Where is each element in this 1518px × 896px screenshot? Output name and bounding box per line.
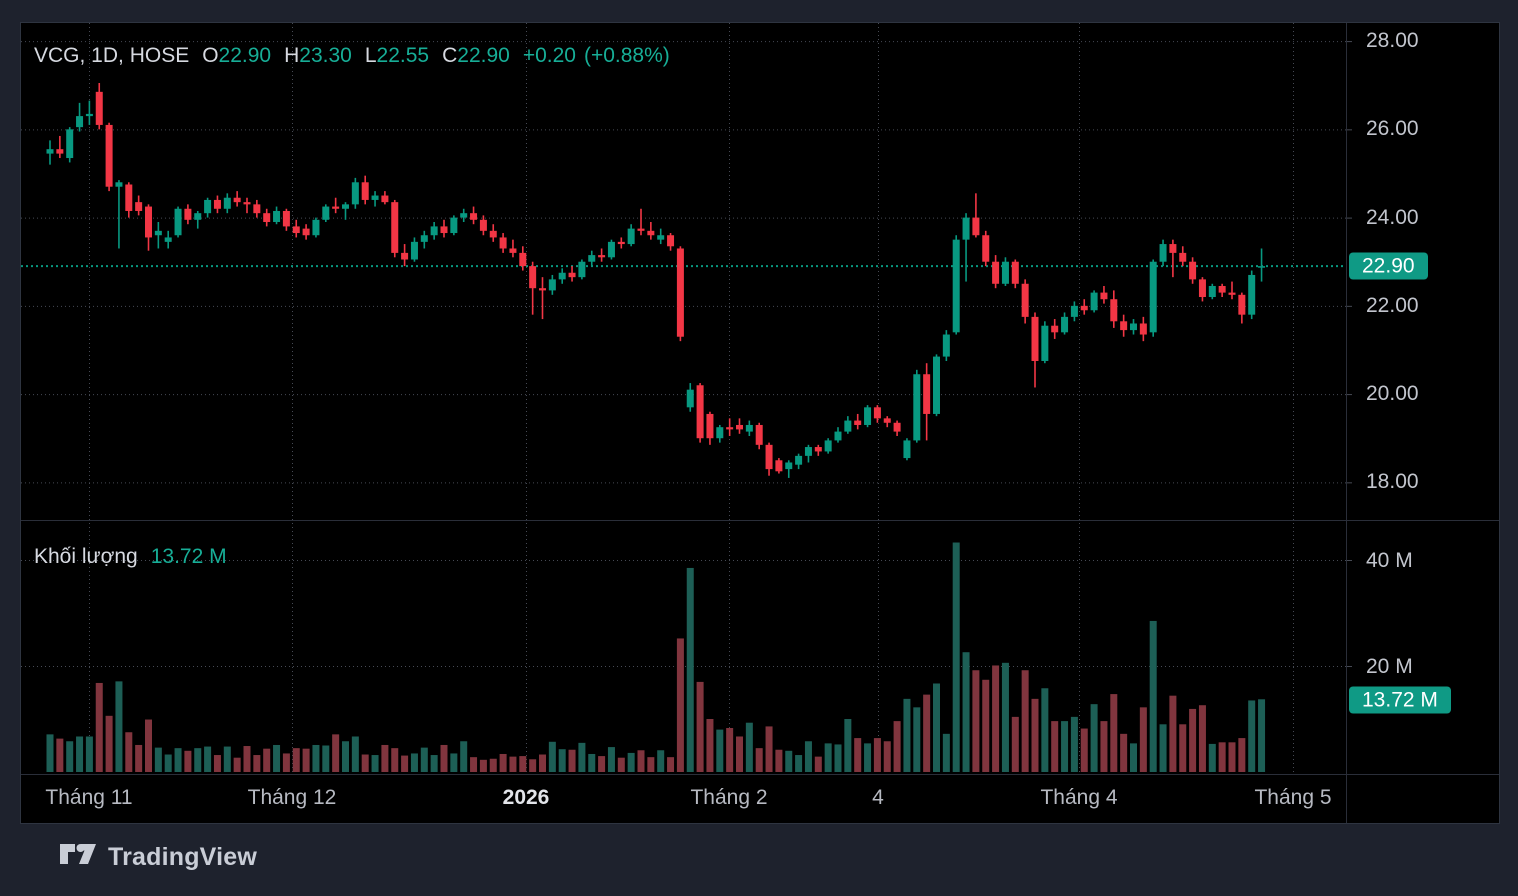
time-tick-label-year: 2026 bbox=[502, 786, 550, 809]
change-value: +0.20 bbox=[522, 44, 576, 67]
close-value: C22.90 bbox=[442, 44, 510, 67]
time-tick-label: Tháng 5 bbox=[1254, 786, 1332, 809]
tradingview-logo-text: TradingView bbox=[108, 843, 258, 871]
price-tick-label: 26.00 bbox=[1366, 117, 1419, 140]
price-tick-label: 18.00 bbox=[1366, 470, 1419, 493]
volume-tick-label: 40 M bbox=[1366, 549, 1413, 572]
chart-widget[interactable]: VCG, 1D, HOSE O22.90 H23.30 L22.55 C22.9… bbox=[20, 22, 1500, 824]
time-tick-label: Tháng 12 bbox=[247, 786, 337, 809]
low-value: L22.55 bbox=[364, 44, 430, 67]
price-tick-label: 22.00 bbox=[1366, 294, 1419, 317]
tradingview-logo-icon bbox=[60, 844, 96, 864]
open-value: O22.90 bbox=[202, 44, 272, 67]
volume-label: Khối lượng bbox=[34, 545, 138, 568]
price-tick-label: 28.00 bbox=[1366, 29, 1419, 52]
volume-series bbox=[46, 542, 1266, 772]
time-tick-label: Tháng 4 bbox=[1040, 786, 1118, 809]
price-tick-label: 24.00 bbox=[1366, 206, 1419, 229]
symbol-legend: VCG, 1D, HOSE O22.90 H23.30 L22.55 C22.9… bbox=[34, 44, 670, 68]
price-tick-label: 20.00 bbox=[1366, 382, 1419, 405]
symbol-title[interactable]: VCG, 1D, HOSE bbox=[34, 44, 190, 67]
grid-lines bbox=[21, 23, 1346, 774]
time-tick-label: Tháng 2 bbox=[690, 786, 768, 809]
chart-canvas[interactable] bbox=[21, 23, 1499, 823]
last-price-badge: 22.90 bbox=[1349, 252, 1428, 280]
volume-value: 13.72 M bbox=[150, 545, 227, 568]
time-tick-label: Tháng 11 bbox=[45, 786, 133, 809]
last-volume-badge: 13.72 M bbox=[1349, 686, 1451, 714]
pane-separators bbox=[21, 23, 1499, 823]
tradingview-logo[interactable]: TradingView bbox=[60, 843, 257, 872]
change-percent: (+0.88%) bbox=[583, 44, 670, 67]
volume-legend: Khối lượng 13.72 M bbox=[34, 545, 227, 569]
time-tick-label: 4 bbox=[872, 786, 884, 809]
candlestick-series bbox=[46, 83, 1266, 478]
high-value: H23.30 bbox=[284, 44, 352, 67]
volume-tick-label: 20 M bbox=[1366, 655, 1413, 678]
